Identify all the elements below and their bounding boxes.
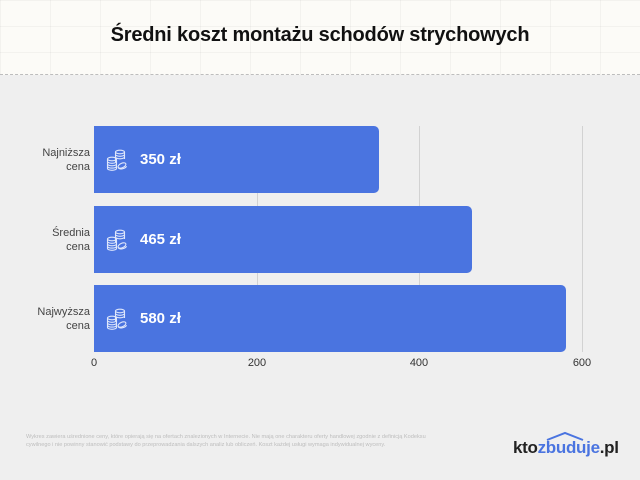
coins-stack-icon: [106, 149, 128, 171]
chart-title: Średni koszt montażu schodów strychowych: [110, 24, 530, 46]
bar-highest-price: 580 zł: [94, 285, 566, 352]
bar-value-label: 350 zł: [140, 151, 181, 168]
x-tick-0: 0: [90, 357, 98, 369]
bar-average-price: 465 zł: [94, 206, 472, 273]
category-label-highest: Najwyższa cena: [37, 306, 90, 332]
brand-logo: ktozbuduje.pl: [513, 438, 619, 457]
chart-header: Średni koszt montażu schodów strychowych: [0, 0, 640, 75]
bar-value-label: 465 zł: [140, 231, 181, 248]
bar-value-label: 580 zł: [140, 310, 181, 327]
house-roof-icon: [546, 431, 584, 441]
x-tick-600: 600: [572, 357, 592, 369]
coins-stack-icon: [106, 308, 128, 330]
disclaimer-text: Wykres zawiera uśrednione ceny, które op…: [26, 434, 426, 448]
bar-lowest-price: 350 zł: [94, 126, 379, 193]
gridline-600: [582, 126, 583, 352]
x-tick-200: 200: [247, 357, 267, 369]
category-label-average: Średnia cena: [52, 227, 90, 253]
x-tick-400: 400: [409, 357, 429, 369]
category-label-lowest: Najniższa cena: [42, 147, 90, 173]
coins-stack-icon: [106, 229, 128, 251]
